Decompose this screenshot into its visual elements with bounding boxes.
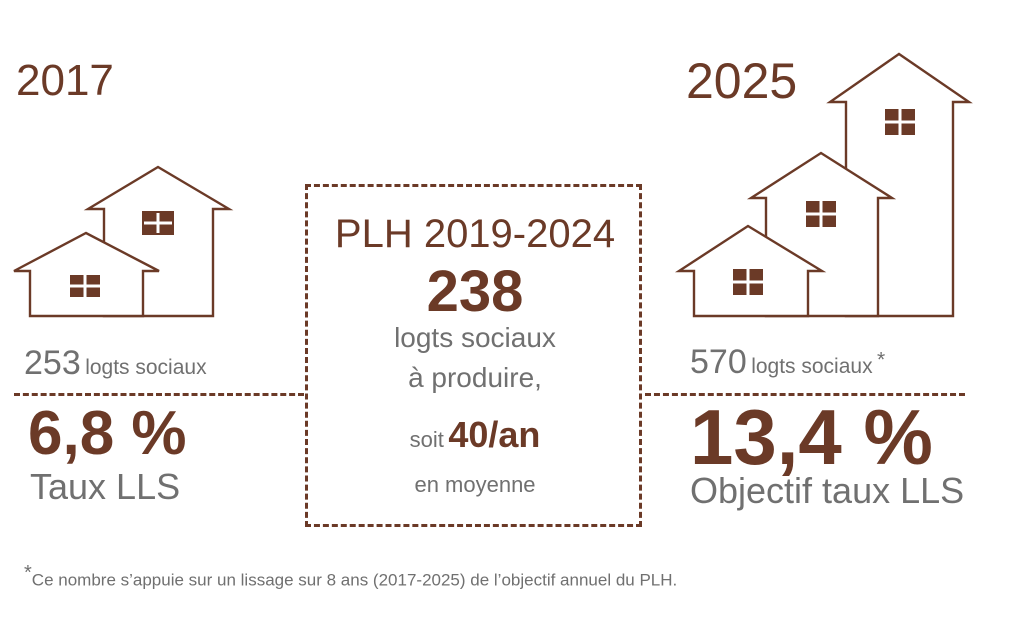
center-line1: logts sociaux <box>394 322 556 353</box>
center-line2: à produire, <box>408 362 542 393</box>
left-count-line: 253 logts sociaux <box>24 344 207 383</box>
window-icon <box>733 269 763 295</box>
window-icon <box>70 275 100 297</box>
right-asterisk: * <box>877 348 886 372</box>
footnote-star: * <box>24 562 32 584</box>
year-2025: 2025 <box>686 53 798 109</box>
footnote: *Ce nombre s’appuie sur un lissage sur 8… <box>24 562 677 591</box>
window-icon <box>142 211 174 235</box>
left-divider <box>14 393 304 396</box>
left-count: 253 <box>24 344 81 382</box>
center-box <box>305 184 642 527</box>
center-number: 238 <box>426 259 524 324</box>
right-percent: 13,4 % <box>690 393 933 481</box>
left-percent-label: Taux LLS <box>30 466 181 507</box>
right-count: 570 <box>690 343 747 381</box>
center-line3: soit 40/an <box>305 414 645 456</box>
footnote-text: Ce nombre s’appuie sur un lissage sur 8 … <box>31 570 678 590</box>
right-count-label: logts sociaux <box>751 355 873 378</box>
right-divider <box>645 393 965 396</box>
center-per-year: 40/an <box>448 414 541 455</box>
window-icon <box>806 201 836 227</box>
right-count-line: 570 logts sociaux * <box>690 343 885 382</box>
center-line4: en moyenne <box>414 472 536 497</box>
left-percent: 6,8 % <box>28 399 187 468</box>
center-title: PLH 2019-2024 <box>334 212 616 256</box>
center-soit: soit <box>409 427 444 452</box>
window-icon <box>885 109 915 135</box>
right-percent-label: Objectif taux LLS <box>690 470 965 511</box>
year-2017: 2017 <box>16 56 114 105</box>
left-count-label: logts sociaux <box>85 356 207 379</box>
